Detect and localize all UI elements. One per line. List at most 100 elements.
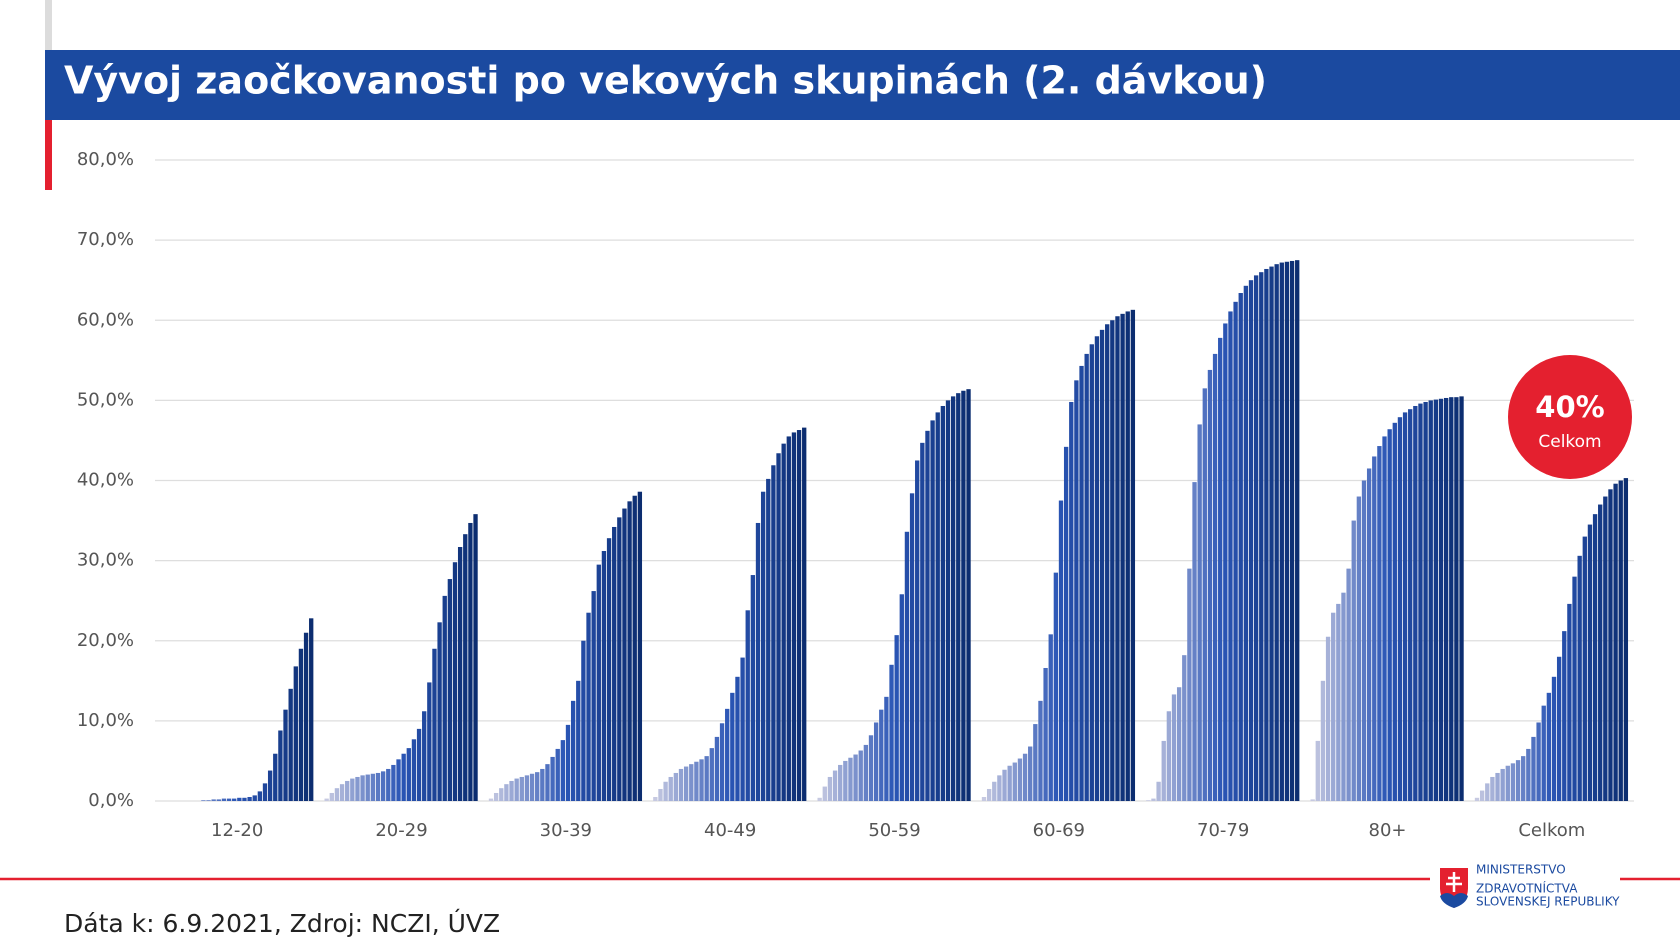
y-tick-label: 30,0% — [77, 550, 134, 571]
bar — [1238, 293, 1243, 801]
bar — [1182, 655, 1187, 801]
bar — [1413, 405, 1418, 801]
bar — [653, 796, 658, 801]
bar — [524, 775, 530, 801]
y-tick-label: 0,0% — [88, 790, 134, 811]
bar — [550, 756, 555, 801]
bar — [540, 768, 545, 801]
bar — [226, 798, 232, 801]
x-tick-label: Celkom — [1518, 820, 1585, 841]
bar — [1028, 746, 1033, 801]
chart-title: Vývoj zaočkovanosti po vekových skupinác… — [64, 59, 1267, 103]
bar — [1495, 772, 1500, 801]
bar — [519, 776, 524, 801]
bar — [1336, 603, 1341, 801]
bar — [529, 773, 535, 801]
bar — [1012, 762, 1017, 801]
bar — [940, 405, 946, 801]
x-tick-label: 80+ — [1369, 820, 1407, 841]
logo-shield-base — [1440, 893, 1468, 908]
bar — [1474, 797, 1480, 801]
bar — [355, 776, 360, 801]
bar — [1156, 781, 1161, 801]
bar — [1531, 736, 1536, 801]
bar — [1253, 275, 1259, 801]
bar — [1546, 692, 1552, 801]
bar — [370, 773, 376, 801]
bar — [273, 753, 278, 801]
bar — [781, 443, 786, 801]
bar — [1187, 568, 1192, 801]
bar — [1130, 309, 1136, 801]
bar — [365, 774, 370, 801]
bar — [735, 676, 740, 801]
bar — [1433, 399, 1439, 801]
bar — [1623, 478, 1629, 801]
bar — [1192, 482, 1197, 801]
x-tick-label: 20-29 — [375, 820, 427, 841]
bar — [232, 798, 237, 801]
bar — [262, 783, 268, 801]
bar — [827, 776, 833, 801]
bar — [1408, 409, 1413, 801]
bar — [1418, 403, 1423, 801]
bar — [1171, 694, 1177, 801]
bar — [930, 420, 935, 801]
bar — [889, 664, 894, 801]
bar — [545, 764, 550, 801]
bar — [1485, 783, 1490, 801]
bar — [1279, 262, 1284, 801]
bar — [406, 748, 411, 801]
bar — [221, 798, 227, 801]
bar — [329, 792, 334, 801]
bar — [1048, 634, 1053, 801]
bar — [391, 764, 396, 801]
bar — [694, 761, 699, 801]
bar — [206, 800, 211, 801]
bar — [591, 591, 596, 801]
bar — [267, 770, 273, 801]
y-tick-label: 70,0% — [77, 229, 134, 250]
bar — [730, 692, 735, 801]
bar — [447, 579, 453, 801]
bar — [211, 799, 216, 801]
bar — [1515, 760, 1521, 801]
bar — [514, 778, 519, 801]
bar — [396, 759, 401, 801]
bar — [334, 788, 340, 801]
bar — [1608, 489, 1613, 801]
bar — [622, 508, 627, 801]
bar — [873, 722, 879, 801]
bar — [1207, 369, 1213, 801]
y-tick-label: 50,0% — [77, 389, 134, 410]
bar — [570, 700, 576, 801]
bar — [848, 757, 853, 801]
bar — [997, 775, 1002, 801]
bar — [1351, 520, 1356, 801]
bar — [1243, 285, 1249, 801]
bar — [1443, 397, 1449, 801]
bar — [1248, 280, 1254, 801]
bar — [750, 575, 756, 801]
bar — [612, 526, 617, 801]
bar — [689, 764, 694, 801]
x-tick-label: 12-20 — [211, 820, 263, 841]
bar — [925, 430, 930, 801]
bar — [576, 680, 581, 801]
x-tick-label: 70-79 — [1197, 820, 1249, 841]
bar — [1592, 514, 1598, 801]
bar — [920, 442, 925, 801]
bar — [627, 501, 632, 801]
x-tick-label: 60-69 — [1033, 820, 1085, 841]
x-tick-label: 30-39 — [540, 820, 592, 841]
bar — [776, 453, 781, 801]
bar — [1366, 468, 1372, 801]
bar — [1295, 260, 1300, 801]
bar — [1053, 572, 1059, 801]
bar — [1423, 401, 1428, 801]
bar — [961, 390, 966, 801]
bar — [796, 430, 802, 801]
bar — [1120, 313, 1125, 801]
bar — [1479, 790, 1485, 801]
bar — [858, 750, 863, 801]
